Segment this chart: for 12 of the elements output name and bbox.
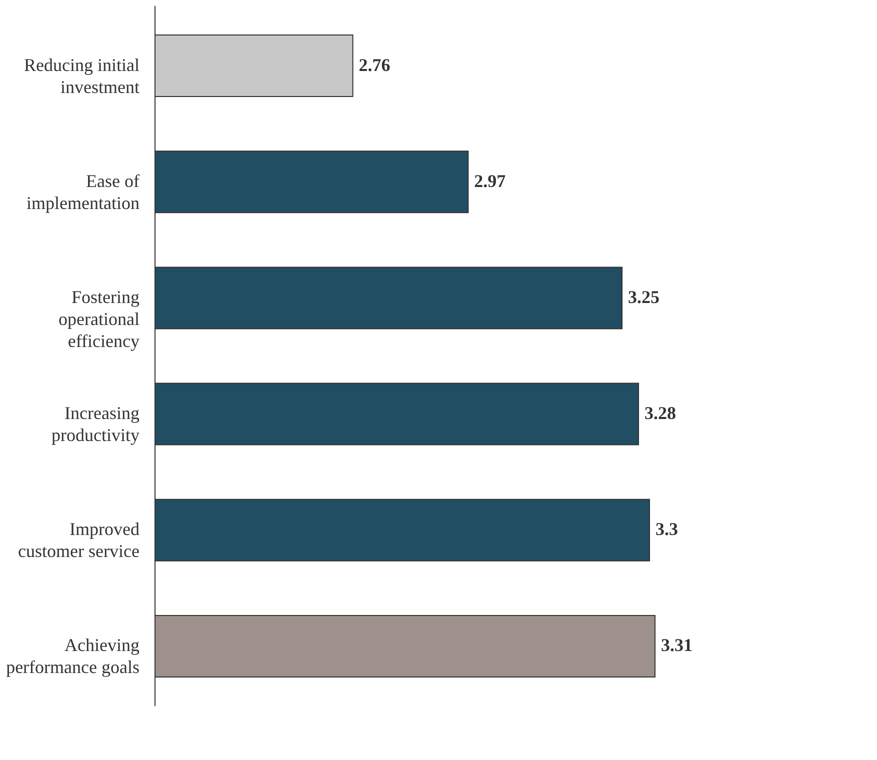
data-label: 2.97 (474, 170, 506, 191)
data-label: 3.3 (656, 519, 678, 540)
y-tick-label: Increasing productivity (52, 403, 140, 446)
data-label: 3.28 (644, 403, 676, 424)
y-tick-label: Achieving performance goals (6, 635, 140, 678)
data-label: 2.76 (358, 54, 390, 75)
y-tick-label: Reducing initial investment (24, 54, 140, 97)
y-tick-label: Improved customer service (18, 519, 140, 562)
y-tick-label: Ease of implementation (26, 170, 140, 213)
y-tick-label: Fostering operational efficiency (58, 286, 140, 351)
data-label: 3.25 (628, 286, 660, 307)
data-label: 3.31 (661, 635, 692, 656)
